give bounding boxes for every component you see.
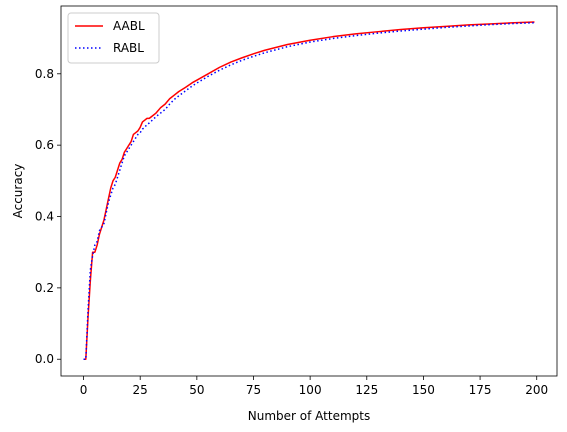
y-tick-label: 0.0 (35, 352, 54, 366)
y-axis-label: Accuracy (11, 164, 25, 219)
series-line-rabl (83, 22, 535, 360)
y-tick-label: 0.8 (35, 67, 54, 81)
legend: AABL RABL (67, 12, 160, 64)
y-tick-label: 0.4 (35, 210, 54, 224)
x-tick-label: 175 (469, 383, 492, 397)
x-tick-label: 0 (80, 383, 88, 397)
x-axis-ticks: 0 25 50 75 100 125 150 175 200 (80, 376, 548, 397)
x-tick-label: 75 (246, 383, 261, 397)
y-axis-ticks: 0.0 0.2 0.4 0.6 0.8 (35, 67, 61, 366)
x-tick-label: 125 (355, 383, 378, 397)
legend-label-aabl: AABL (113, 19, 145, 33)
y-tick-label: 0.2 (35, 281, 54, 295)
x-tick-label: 150 (412, 383, 435, 397)
plot-frame (60, 5, 558, 377)
x-tick-label: 200 (525, 383, 548, 397)
x-tick-label: 25 (133, 383, 148, 397)
series-line-aabl (83, 21, 535, 360)
x-axis-label: Number of Attempts (248, 409, 370, 423)
series-layer (83, 21, 535, 360)
x-tick-label: 100 (299, 383, 322, 397)
y-tick-label: 0.6 (35, 138, 54, 152)
legend-label-rabl: RABL (113, 41, 144, 55)
x-tick-label: 50 (189, 383, 204, 397)
